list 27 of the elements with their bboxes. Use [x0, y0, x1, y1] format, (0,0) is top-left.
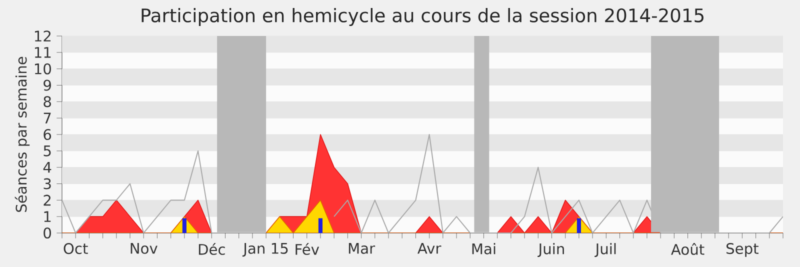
y-tick-label: 7: [44, 112, 51, 124]
x-tick-label: Déc: [198, 243, 225, 255]
y-tick-label: 8: [44, 96, 51, 108]
y-tick-label: 10: [34, 63, 51, 74]
x-tick-label: Mai: [472, 243, 496, 254]
y-axis-title: Séances par semaine: [14, 56, 30, 212]
x-tick-label: Août: [671, 243, 704, 255]
x-tick-label: Avr: [418, 243, 442, 254]
y-tick-label: 2: [44, 194, 51, 206]
y-tick-label: 5: [44, 145, 51, 156]
x-tick-label: Oct: [64, 243, 88, 254]
y-tick-label: 6: [44, 128, 52, 140]
x-tick-label: Mar: [348, 243, 376, 254]
x-tick-label: Jan 15: [242, 243, 288, 257]
x-tick-label: Juin: [538, 243, 564, 258]
y-tick-label: 9: [44, 80, 51, 91]
y-tick-label: 1: [44, 211, 51, 222]
x-tick-label: Nov: [130, 243, 158, 254]
x-tick-label: Juil: [594, 243, 616, 258]
y-tick-label: 3: [44, 178, 51, 190]
y-tick-label: 0: [44, 227, 51, 239]
y-tick-label: 12: [34, 30, 51, 42]
x-tick-label: Fév: [296, 243, 320, 255]
y-tick-label: 11: [34, 47, 51, 58]
chart-title: Participation en hemicycle au cours de la session 2014-2015: [142, 8, 704, 26]
x-tick-label: Sept: [726, 243, 758, 257]
y-tick-label: 4: [43, 162, 52, 173]
